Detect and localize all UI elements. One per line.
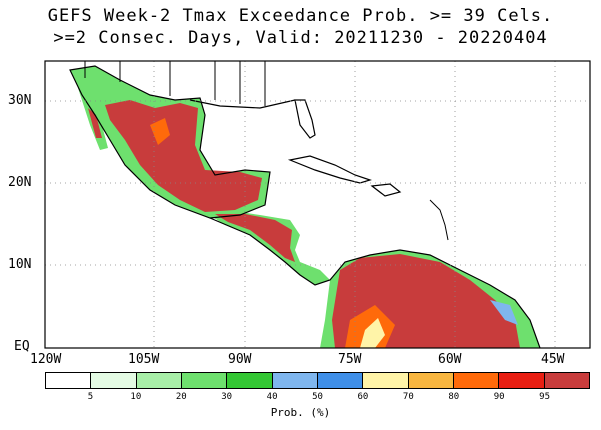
- colorbar-cell: [317, 373, 364, 388]
- map-title-line-1: GEFS Week-2 Tmax Exceedance Prob. >= 39 …: [47, 6, 554, 26]
- lat-label-30n: 30N: [8, 93, 32, 108]
- colorbar-tick-label: 80: [448, 392, 460, 402]
- colorbar-cell: [227, 373, 273, 388]
- lat-label-10n: 10N: [8, 257, 32, 272]
- map-title-line-2: >=2 Consec. Days, Valid: 20211230 - 2022…: [53, 28, 548, 48]
- lat-label-eq: EQ: [14, 339, 30, 354]
- central-america-coast: [209, 217, 541, 349]
- colorbar-tick-label: 50: [312, 392, 323, 402]
- lon-label-60w: 60W: [438, 352, 462, 367]
- colorbar-tick-label: 20: [175, 392, 187, 402]
- lesser-antilles: [429, 199, 449, 241]
- colorbar-tick-label: 40: [266, 392, 278, 402]
- colorbar-cell: [363, 373, 409, 388]
- south-america-yellow: [360, 318, 385, 348]
- baja-red: [88, 108, 102, 138]
- colorbar-cell: [91, 373, 137, 388]
- mexico-high-prob: [105, 100, 262, 212]
- hispaniola-outline: [370, 183, 402, 197]
- central-america-red: [215, 214, 295, 262]
- grid: [45, 61, 590, 348]
- south-america-blue: [490, 300, 518, 325]
- colorbar-cell: [453, 373, 500, 388]
- colorbar-tick-label: 70: [402, 392, 414, 402]
- lat-label-20n: 20N: [8, 175, 32, 190]
- lon-label-90w: 90W: [228, 352, 252, 367]
- colorbar-cell: [46, 373, 92, 388]
- map-frame: [44, 60, 591, 349]
- colorbar-tick-label: 10: [130, 392, 142, 402]
- lon-label-105w: 105W: [128, 352, 160, 367]
- colorbar-cell: [408, 373, 454, 388]
- colorbar-tick-label: 90: [493, 392, 505, 402]
- colorbar-cell: [499, 373, 545, 388]
- colorbar-label: Prob. (%): [270, 406, 331, 419]
- colorbar-cell: [136, 373, 182, 388]
- mexico-orange: [150, 118, 170, 145]
- colorbar-tick-label: 30: [221, 392, 233, 402]
- lon-label-75w: 75W: [338, 352, 362, 367]
- us-borders: [84, 61, 266, 106]
- colorbar-cell: [181, 373, 228, 388]
- colorbar-cell: [544, 373, 589, 388]
- central-america-green: [205, 212, 330, 285]
- colorbar-tick-label: 5: [87, 392, 94, 402]
- colorbar: [45, 372, 590, 389]
- colorbar-cell: [272, 373, 318, 388]
- lon-label-45w: 45W: [541, 352, 565, 367]
- gulf-coast: [189, 99, 296, 109]
- colorbar-tick-label: 60: [357, 392, 369, 402]
- lon-label-120w: 120W: [30, 352, 62, 367]
- mexico-coast: [69, 65, 271, 219]
- colorbar-tick-label: 95: [539, 392, 550, 402]
- cuba-outline: [287, 155, 372, 184]
- florida-outline: [294, 99, 316, 139]
